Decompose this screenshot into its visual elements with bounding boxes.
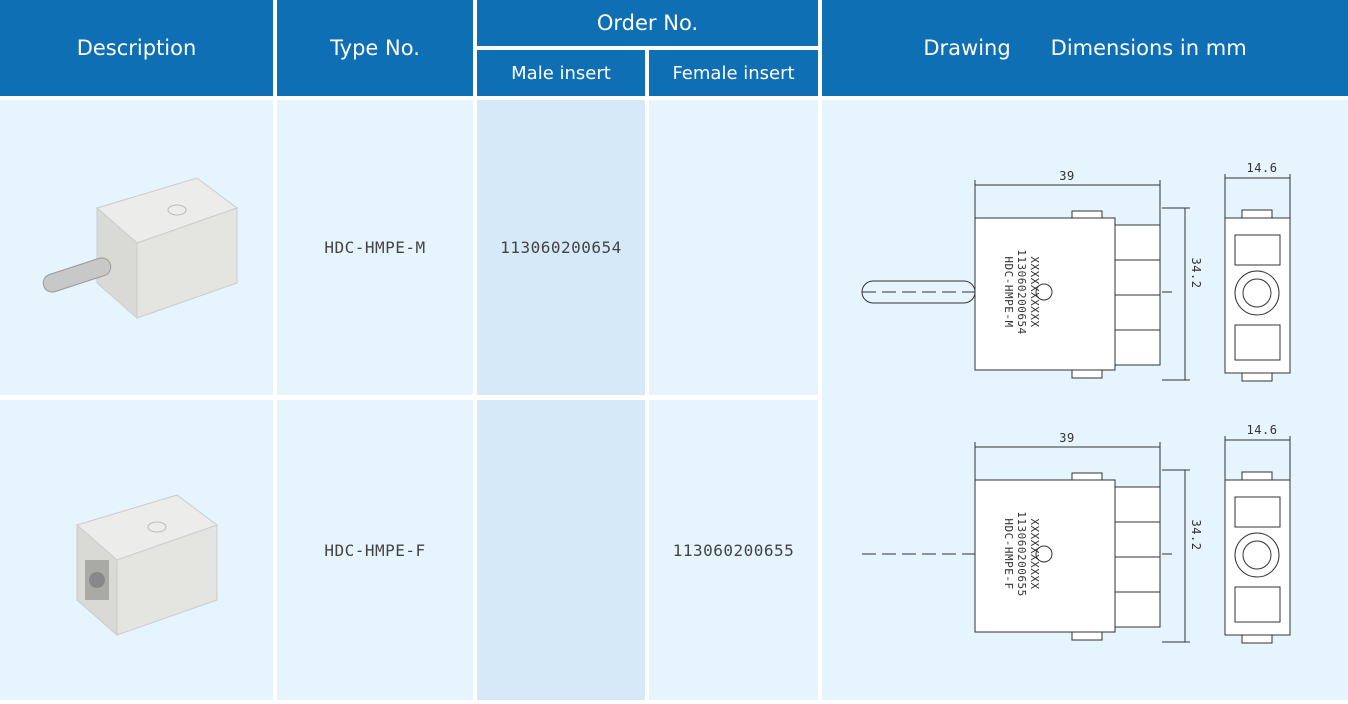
header-cell: Order No.: [477, 0, 818, 46]
dim-label: 34.2: [1189, 258, 1203, 289]
marking-text: XXXXXXXXXX: [1028, 256, 1041, 327]
socket: [1234, 270, 1280, 316]
logo: [1035, 545, 1053, 563]
product-photo: [75, 494, 218, 637]
dim-label: 39: [1059, 431, 1074, 445]
order-no: 113060200654: [500, 238, 622, 257]
type-no: HDC-HMPE-M: [324, 238, 426, 257]
tab: [1071, 472, 1103, 481]
order-cell: [649, 100, 818, 395]
marking-text: HDC-HMPE-M: [1002, 256, 1015, 327]
order-no: 113060200655: [672, 540, 795, 560]
marking-text: XXXXXXXXXX: [1028, 518, 1041, 589]
dim-label: 14.6: [1247, 423, 1278, 437]
socket: [1242, 278, 1272, 308]
type-cell: HDC-HMPE-F: [277, 400, 473, 700]
product-photo: [42, 176, 238, 319]
header-text: Female insert: [672, 62, 795, 84]
photo-cell: [0, 100, 273, 395]
marking-text: 113060200654: [1015, 249, 1028, 334]
tab: [1071, 631, 1103, 641]
order-cell: [477, 400, 645, 700]
pin: [861, 280, 976, 304]
technical-drawing: HDC-HMPE-M 113060200654 XXXXXXXXXX3934.214…: [861, 161, 1291, 644]
dim-label: 14.6: [1247, 161, 1278, 175]
body: [974, 217, 1116, 371]
front-slot: [1234, 234, 1281, 266]
header-cell: Male insert: [477, 50, 645, 96]
marking-text: 113060200655: [1015, 511, 1028, 596]
tab: [1071, 369, 1103, 379]
header-text: Drawing: [923, 36, 1011, 60]
marking-text: HDC-HMPE-F: [1002, 518, 1015, 589]
order-cell: 113060200654: [477, 100, 645, 395]
front-slot: [1234, 496, 1281, 528]
type-no: HDC-HMPE-F: [324, 540, 426, 560]
header-cell: Description: [0, 0, 273, 96]
header-text: Dimensions in mm: [1050, 36, 1247, 60]
tab: [1241, 634, 1273, 644]
header-text: Male insert: [511, 62, 611, 84]
dim-label: 34.2: [1189, 520, 1203, 551]
body: [974, 479, 1116, 633]
order-cell: 113060200655: [649, 400, 818, 700]
front-slot: [1234, 586, 1281, 623]
socket: [1234, 532, 1280, 578]
tab: [1241, 471, 1273, 481]
tab: [1241, 372, 1273, 382]
tab: [1071, 210, 1103, 219]
header-cell: Type No.: [277, 0, 473, 96]
header-text: Type No.: [330, 36, 420, 60]
drawing-cell: HDC-HMPE-M 113060200654 XXXXXXXXXX 39 34.2 14…: [822, 100, 1348, 700]
type-cell: HDC-HMPE-M: [277, 100, 473, 395]
tab: [1241, 209, 1273, 219]
header-text: Order No.: [596, 11, 699, 35]
photo-cell: [0, 400, 273, 700]
header-text: Description: [76, 36, 197, 60]
header-cell: Drawing Dimensions in mm: [822, 0, 1348, 96]
dim-label: 39: [1059, 169, 1074, 183]
logo: [1035, 283, 1053, 301]
front-slot: [1234, 324, 1281, 361]
header-cell: Female insert: [649, 50, 818, 96]
socket: [1242, 540, 1272, 570]
